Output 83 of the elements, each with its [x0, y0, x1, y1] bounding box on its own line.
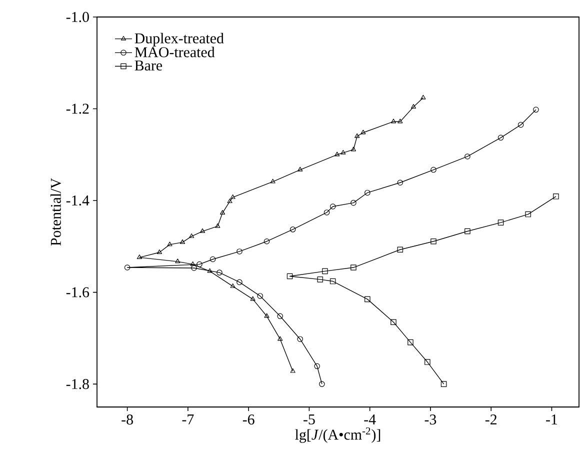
point [298, 166, 303, 172]
legend-label: MAO-treated [134, 46, 215, 58]
x-tick-label: -8 [122, 414, 133, 425]
x-tick-label: -4 [364, 414, 376, 424]
x-tick-label: -1 [546, 414, 558, 424]
point [210, 256, 216, 262]
point [397, 180, 404, 186]
point [350, 146, 356, 152]
point [215, 223, 220, 228]
point [397, 246, 404, 253]
point [340, 150, 346, 154]
point [525, 211, 531, 218]
point [227, 198, 232, 204]
point [430, 166, 436, 173]
y-tick-label: -1.6 [66, 287, 90, 298]
point [518, 122, 524, 128]
point [236, 279, 242, 286]
point [189, 233, 194, 238]
point [156, 249, 162, 254]
x-tick-label: -3 [424, 414, 436, 425]
point [297, 336, 304, 342]
point [350, 200, 356, 206]
legend-label: Bare [134, 60, 162, 71]
point [264, 313, 270, 318]
point [190, 261, 196, 266]
y-tick-label: -1.4 [66, 195, 90, 206]
point [314, 363, 320, 370]
point [498, 134, 504, 141]
point [136, 254, 142, 260]
point [398, 118, 403, 124]
point [464, 228, 470, 234]
point [264, 238, 270, 244]
point [354, 133, 360, 138]
point [286, 273, 293, 280]
point [216, 270, 222, 276]
point [322, 268, 328, 274]
point [220, 210, 226, 215]
x-tick-label: -6 [242, 414, 254, 425]
point [270, 178, 276, 184]
point [410, 104, 416, 109]
point [424, 359, 430, 365]
legend-label: Duplex-treated [134, 32, 224, 46]
y-axis-title: Potential/V [50, 178, 61, 246]
point [200, 228, 206, 233]
point [191, 265, 197, 271]
x-tick-label: -7 [182, 414, 194, 424]
point [430, 238, 436, 244]
x-tick-label: -5 [304, 414, 315, 424]
point [180, 239, 186, 244]
point [330, 204, 336, 210]
x-axis-title: lg[J/(A•cm$^{-2}$)] [295, 427, 380, 443]
point [230, 283, 236, 288]
point [360, 130, 366, 134]
y-tick-label: -1.2 [66, 104, 89, 114]
point [408, 339, 414, 346]
point [230, 194, 236, 199]
y-tick-label: -1.8 [66, 378, 89, 390]
point [440, 381, 447, 387]
point [175, 258, 180, 264]
point [390, 118, 396, 124]
point [277, 313, 283, 320]
point [124, 264, 130, 270]
point [350, 264, 356, 270]
point [317, 276, 324, 282]
point [330, 278, 336, 284]
point [290, 226, 296, 232]
point [257, 293, 263, 299]
point [334, 152, 340, 156]
point [553, 194, 559, 200]
y-tick-label: -1.0 [66, 12, 89, 22]
point [364, 190, 370, 196]
point [324, 210, 330, 216]
x-tick-label: -2 [485, 414, 496, 424]
point [464, 154, 470, 160]
point [390, 319, 396, 326]
point [167, 242, 172, 246]
point [236, 248, 242, 254]
point [278, 336, 283, 341]
point [196, 261, 202, 268]
point [207, 268, 212, 273]
point [364, 296, 370, 302]
point [498, 220, 504, 226]
point [250, 296, 256, 301]
